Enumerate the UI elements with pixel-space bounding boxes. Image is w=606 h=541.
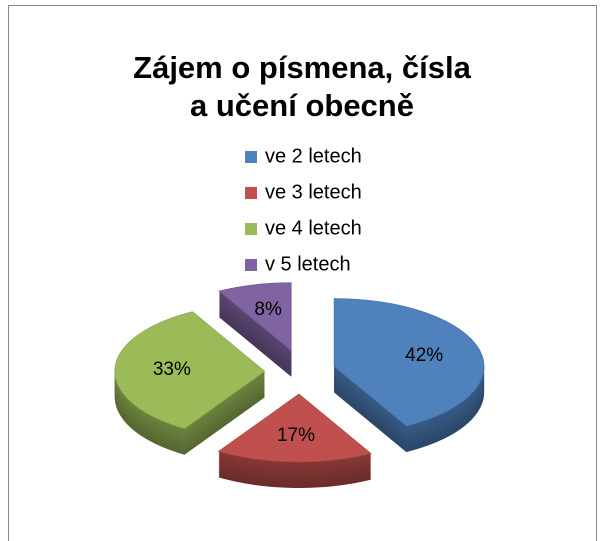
legend-label: ve 3 letech [265, 181, 362, 203]
data-label: 8% [254, 299, 282, 320]
chart-title: Zájem o písmena, čísla [133, 50, 471, 85]
legend-swatch [245, 259, 257, 271]
legend-label: ve 4 letech [265, 217, 362, 239]
slice [333, 298, 485, 453]
legend-label: ve 2 letech [265, 145, 362, 167]
legend-label: v 5 letech [265, 253, 351, 275]
slice [217, 393, 372, 488]
slice-top [333, 298, 485, 427]
legend-swatch [245, 223, 257, 235]
slice [218, 282, 292, 377]
slice-top [217, 393, 372, 463]
chart-title: a učení obecně [190, 88, 414, 123]
data-label: 42% [405, 345, 443, 366]
legend-swatch [245, 187, 257, 199]
legend-swatch [245, 151, 257, 163]
slice-top [218, 282, 292, 352]
data-label: 17% [277, 425, 315, 446]
slice-top [114, 311, 266, 430]
data-label: 33% [153, 359, 191, 380]
slice [114, 311, 266, 455]
